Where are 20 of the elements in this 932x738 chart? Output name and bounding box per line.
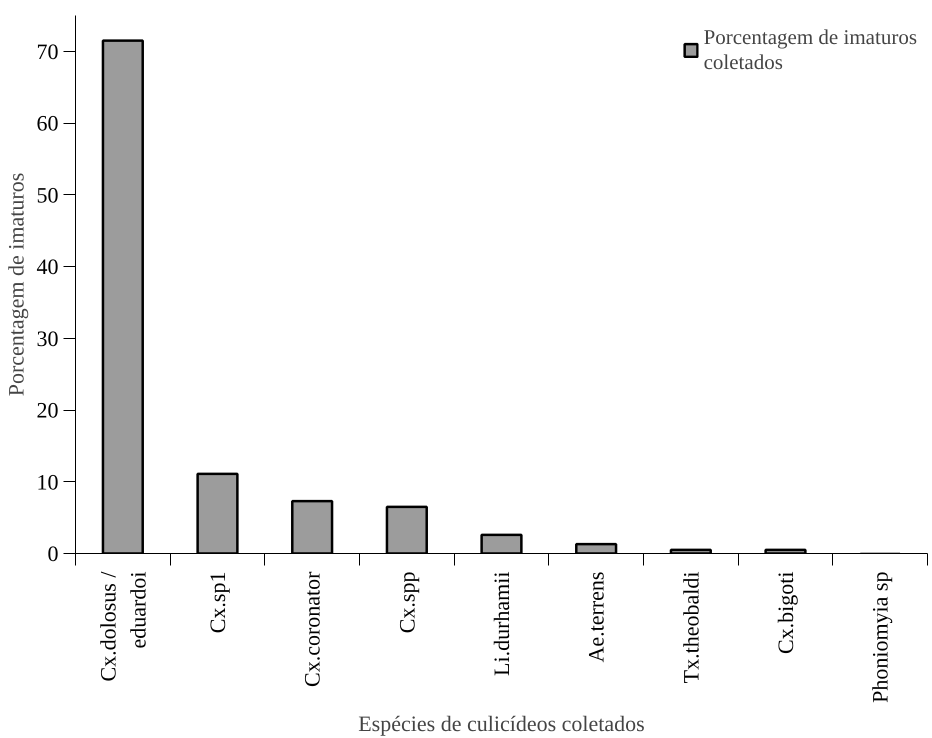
x-tick-label: Tx.theobaldi (678, 571, 704, 684)
x-tick-label: Phoniomyia sp (868, 571, 893, 703)
y-tick-label: 70 (36, 38, 58, 64)
x-tick-label: Cx.coronator (300, 570, 325, 687)
x-axis-title: Espécies de culicídeos coletados (358, 710, 645, 736)
x-tick-label: Cx.sp1 (205, 571, 230, 634)
y-tick-label: 30 (36, 326, 58, 351)
y-tick-label: 60 (36, 110, 58, 136)
y-axis-title: Porcentagem de imaturos (4, 172, 28, 396)
legend-label: Porcentagem de imaturos coletados (704, 25, 917, 75)
x-tick-label: Cx.spp (394, 571, 420, 634)
x-tick-label: Cx.bigoti (773, 571, 798, 654)
y-tick-label: 0 (48, 541, 58, 566)
x-tick-label: Li.durhamii (489, 571, 514, 676)
y-tick-label: 20 (36, 398, 58, 423)
x-tick-label: Cx.dolosus / eduardoi (95, 570, 150, 682)
y-tick-label: 10 (36, 469, 58, 494)
y-tick-label: 50 (36, 182, 58, 208)
y-tick-label: 40 (36, 254, 58, 280)
x-tick-label: Ae.terrens (584, 571, 609, 663)
